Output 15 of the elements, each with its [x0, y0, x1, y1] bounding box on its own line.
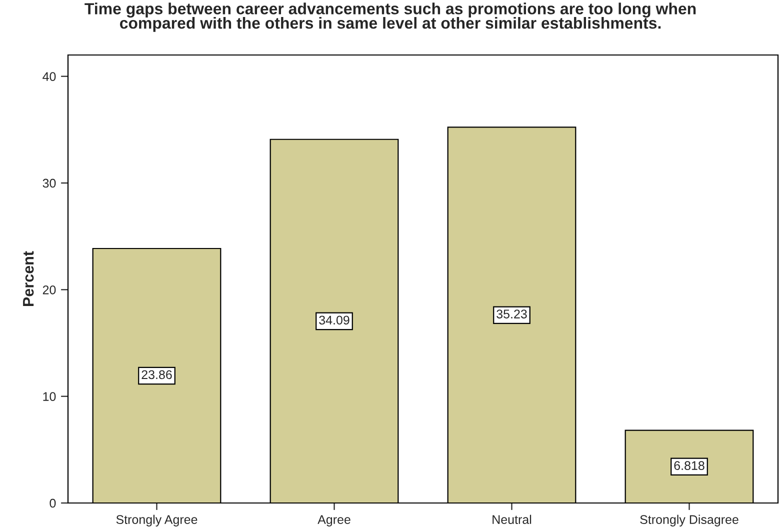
y-tick-label: 20 — [42, 285, 56, 294]
data-label: 35.23 — [496, 310, 527, 318]
x-tick-label: Strongly Agree — [116, 514, 198, 526]
y-tick-label: 40 — [42, 72, 56, 81]
y-tick-label: 30 — [42, 178, 56, 188]
x-tick-label: Agree — [318, 515, 350, 526]
x-tick-label: Neutral — [492, 514, 532, 524]
data-label: 23.86 — [142, 370, 172, 380]
x-tick-label: Strongly Disagree — [640, 514, 738, 526]
data-label: 6.818 — [674, 461, 704, 470]
y-axis-title: Percent — [23, 251, 34, 306]
y-tick-label: 10 — [43, 392, 56, 401]
y-tick-label: 0 — [50, 498, 56, 508]
data-label: 34.09 — [319, 316, 350, 325]
chart-title: Time gaps between career advancements such as promotions are too long when compared with the others in same level at other similar establishments. — [84, 2, 696, 32]
